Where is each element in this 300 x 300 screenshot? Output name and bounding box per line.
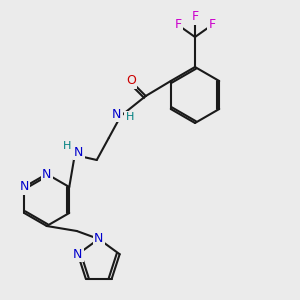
- Text: O: O: [126, 74, 136, 88]
- Text: H: H: [126, 112, 134, 122]
- Text: N: N: [73, 248, 83, 261]
- Text: N: N: [42, 167, 51, 181]
- Text: H: H: [63, 141, 71, 151]
- Text: N: N: [74, 146, 83, 158]
- Text: F: F: [208, 19, 216, 32]
- Text: F: F: [174, 19, 182, 32]
- Text: N: N: [20, 181, 29, 194]
- Text: N: N: [94, 232, 104, 245]
- Text: F: F: [191, 11, 199, 23]
- Text: N: N: [112, 107, 122, 121]
